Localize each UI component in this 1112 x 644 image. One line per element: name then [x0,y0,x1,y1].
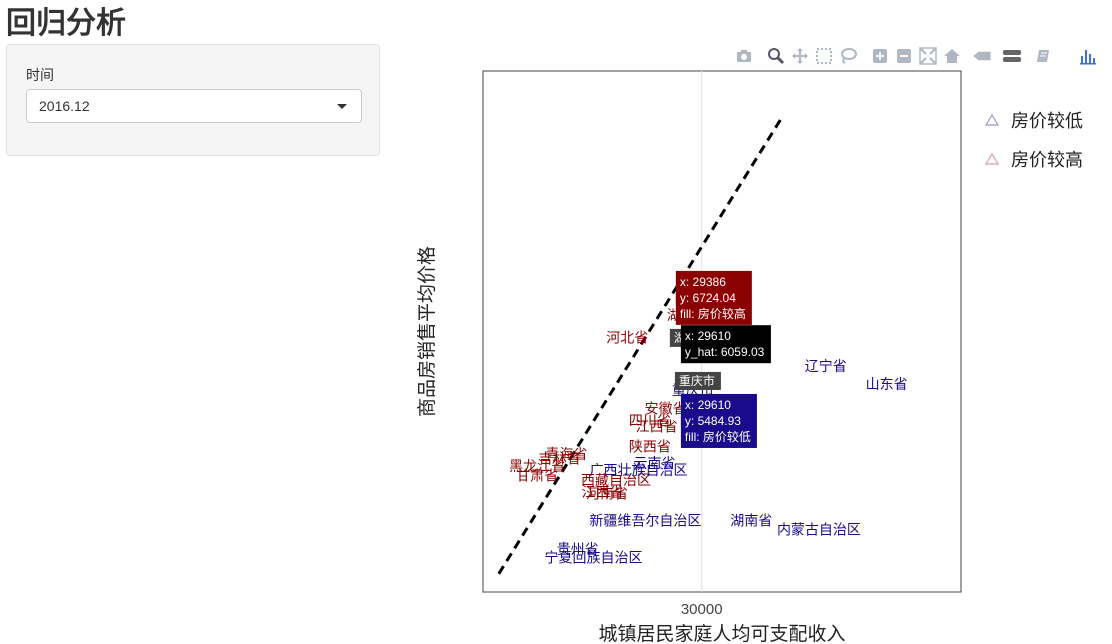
data-point-label[interactable]: 新疆维吾尔自治区 [589,513,701,529]
svg-text:y_hat: 6059.03: y_hat: 6059.03 [685,345,765,359]
data-point-label[interactable]: 江西省 [582,484,624,500]
legend-item-low[interactable]: 房价较低 [984,111,1083,131]
data-point-label[interactable]: 甘肃省 [516,468,558,484]
time-select[interactable]: 2016.12 [26,89,362,123]
autoscale-icon[interactable] [918,46,938,66]
svg-text:重庆市: 重庆市 [679,373,715,388]
data-point-label[interactable]: 江西省 [636,419,678,435]
x-tick-label: 30000 [681,601,723,618]
camera-icon[interactable] [734,46,754,66]
hover-name-label [674,371,721,390]
compare-hover-icon[interactable] [1002,46,1022,66]
sidebar-panel: 时间 2016.12 [6,44,380,156]
data-point-label[interactable]: 河南省 [586,485,628,501]
data-point-label[interactable]: 湖南省 [730,513,772,529]
page-title: 回归分析 [6,7,126,40]
triangle-marker-icon [984,152,1000,165]
y-axis-title: 商品房销售平均价格 [416,246,438,417]
plotly-logo-icon[interactable] [1078,46,1098,66]
data-point-label[interactable]: 山东省 [866,376,908,392]
data-point-label[interactable]: 吉林省 [539,451,581,467]
data-point-label[interactable]: 黑龙江省 [509,458,565,474]
data-point-label[interactable]: 贵州省 [557,541,599,557]
data-point-label[interactable]: 广西壮族自治区 [590,462,688,478]
svg-text:y: 6724.04: y: 6724.04 [680,291,736,305]
svg-text:fill: 房价较高: fill: 房价较高 [680,306,746,321]
svg-text:x: 29386: x: 29386 [680,275,726,289]
svg-text:x: 29610: x: 29610 [685,329,731,343]
box-select-icon[interactable] [814,46,834,66]
zoom-icon[interactable] [766,46,786,66]
lasso-icon[interactable] [838,46,858,66]
edit-icon[interactable] [1034,46,1054,66]
data-point-label[interactable]: 西藏自治区 [581,472,651,488]
legend-item-high[interactable]: 房价较高 [984,150,1083,170]
home-icon[interactable] [942,46,962,66]
x-axis-title: 城镇居民家庭人均可支配收入 [598,623,845,644]
time-label: 时间 [26,67,54,83]
pan-icon[interactable] [790,46,810,66]
svg-text:x: 29610: x: 29610 [685,398,731,412]
chart-legend: 房价较低 房价较高 [984,111,1083,170]
time-select-value: 2016.12 [39,98,90,114]
data-point-label[interactable]: 青海省 [545,446,587,462]
chevron-down-icon[interactable] [337,104,347,109]
zoom-in-icon[interactable] [870,46,890,66]
triangle-marker-icon [984,113,1000,126]
legend-label: 房价较低 [1011,111,1083,131]
spike-lines-icon[interactable] [972,46,992,66]
data-point-label[interactable]: 四川省 [629,413,671,429]
hover-tooltip: x: 29610 y_hat: 6059.03 [680,325,771,364]
svg-text:y: 5484.93: y: 5484.93 [685,414,741,428]
data-point-label[interactable]: 河北省 [606,330,648,346]
zoom-out-icon[interactable] [894,46,914,66]
data-point-label[interactable]: 陕西省 [629,439,671,455]
data-point-label[interactable]: 云南省 [633,455,675,471]
data-point-label[interactable]: 辽宁省 [805,358,847,374]
legend-label: 房价较高 [1011,150,1083,170]
data-point-label[interactable]: 安徽省 [645,400,687,416]
data-point-label[interactable]: 宁夏回族自治区 [544,549,642,565]
svg-text:fill: 房价较低: fill: 房价较低 [685,429,751,444]
data-point-label[interactable]: 内蒙古自治区 [777,522,861,538]
